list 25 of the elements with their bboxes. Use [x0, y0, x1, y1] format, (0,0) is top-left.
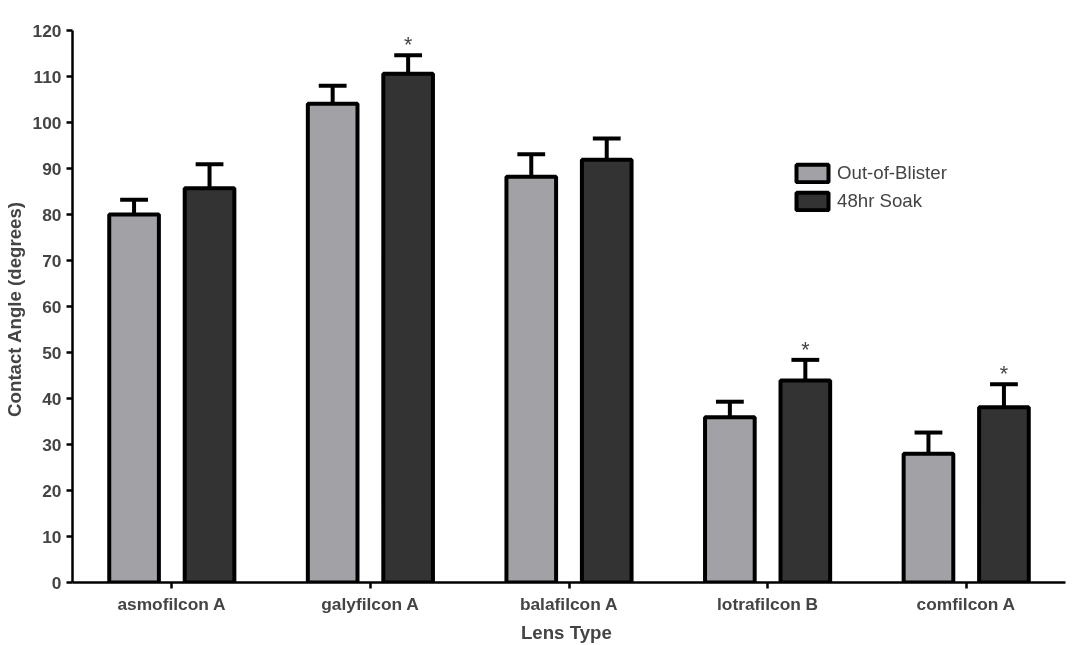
y-tick-label: 120 — [32, 20, 62, 41]
x-tick-label: balafilcon A — [519, 593, 618, 614]
annotation: * — [999, 362, 1009, 387]
legend-label: Out-of-Blister — [837, 162, 947, 184]
y-tick-label: 50 — [42, 342, 62, 363]
y-tick-label: 80 — [42, 204, 62, 225]
x-tick-label: asmofilcon A — [117, 593, 227, 614]
y-tick-label: 40 — [42, 388, 62, 409]
y-tick-label: 70 — [42, 250, 62, 271]
y-axis-title: Contact Angle (degrees) — [3, 201, 25, 417]
y-tick-label: 30 — [42, 434, 62, 455]
legend-label: 48hr Soak — [837, 190, 923, 212]
x-tick-label: galyfilcon A — [321, 593, 420, 614]
y-tick-label: 100 — [32, 112, 62, 133]
y-tick-label: 10 — [42, 526, 62, 547]
y-tick-label: 110 — [33, 66, 62, 87]
y-tick-label: 0 — [51, 572, 62, 593]
x-axis-title: Lens Type — [520, 621, 612, 643]
x-tick-label: lotrafilcon B — [717, 593, 819, 614]
y-tick-label: 60 — [42, 296, 62, 317]
y-tick-label: 90 — [42, 158, 62, 179]
annotation: * — [403, 33, 413, 58]
y-tick-label: 20 — [42, 480, 62, 501]
annotation: * — [801, 337, 810, 362]
x-tick-label: comfilcon A — [916, 593, 1016, 614]
